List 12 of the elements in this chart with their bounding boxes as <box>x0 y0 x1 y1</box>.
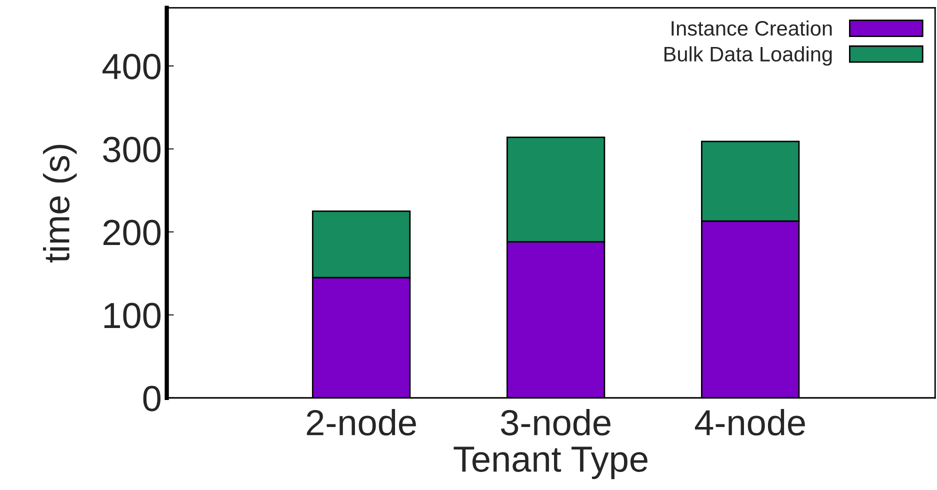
y-tick-label: 100 <box>104 302 161 328</box>
legend-label: Bulk Data Loading <box>664 46 832 66</box>
y-tick-label: 400 <box>102 54 161 80</box>
x-tick-label: 4-node <box>694 408 805 436</box>
y-tick-label: 0 <box>143 386 161 412</box>
legend-label: Instance Creation <box>672 20 832 36</box>
y-axis-title: time (s) <box>43 144 77 262</box>
y-tick-label: 200 <box>104 220 161 246</box>
x-axis-title: Tenant Type <box>454 446 648 480</box>
y-tick-label: 300 <box>103 136 161 162</box>
x-tick-label: 2-node <box>306 408 416 436</box>
x-tick-label: 3-node <box>500 408 610 436</box>
